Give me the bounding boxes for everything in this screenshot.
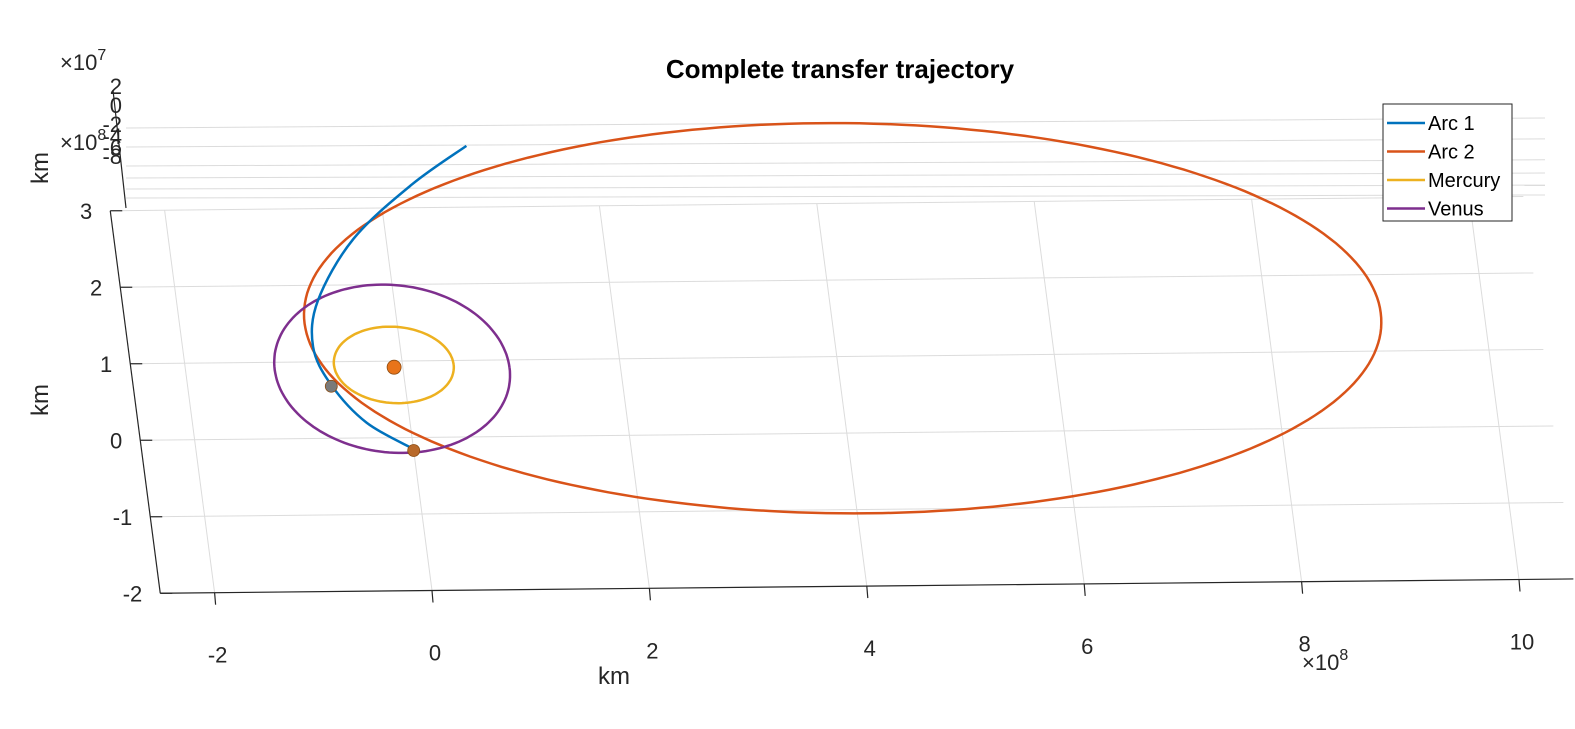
y-axis-line xyxy=(109,210,161,594)
y-grid-line xyxy=(120,272,1534,288)
y-exponent-label: ×108 xyxy=(60,127,106,155)
x-tick-mark xyxy=(431,590,434,603)
z-tick-label: -2 xyxy=(102,112,122,137)
y-tick-label: 1 xyxy=(100,352,112,377)
x-axis-label: km xyxy=(598,663,630,690)
y-grid-line xyxy=(130,348,1544,365)
arc2-line xyxy=(302,121,1383,515)
legend-label: Venus xyxy=(1428,199,1484,221)
x-tick-label: -2 xyxy=(208,643,228,668)
legend-label: Arc 1 xyxy=(1428,113,1475,135)
y-tick-label: 3 xyxy=(80,199,92,224)
x-tick-label: 0 xyxy=(429,641,441,666)
x-tick-mark xyxy=(1083,583,1086,596)
z-exponent-label: ×107 xyxy=(60,47,106,75)
x-tick-label: 4 xyxy=(864,636,876,661)
chart-title: Complete transfer trajectory xyxy=(666,54,1015,84)
x-grid-line xyxy=(598,205,650,589)
y-grid-line xyxy=(110,195,1524,212)
mercury-marker-marker xyxy=(324,379,338,393)
venus-marker-marker xyxy=(407,444,421,457)
z-tick-label: 2 xyxy=(110,74,122,99)
y-axis-label: km xyxy=(27,384,54,416)
z-tick-label: -4 xyxy=(102,124,122,149)
x-tick-label: 8 xyxy=(1298,632,1310,657)
y-grid-line xyxy=(140,425,1554,441)
z-grid-line xyxy=(125,184,1546,190)
legend-label: Mercury xyxy=(1428,170,1500,192)
y-grid-line xyxy=(150,501,1564,518)
z-axis-line xyxy=(112,89,127,209)
mercury-orbit-line xyxy=(332,325,456,405)
x-exponent-label: ×108 xyxy=(1302,647,1348,675)
grid xyxy=(110,117,1574,594)
y-tick-label: 0 xyxy=(110,428,122,453)
plot-series xyxy=(272,121,1383,515)
z-grid-line xyxy=(125,159,1546,167)
x-grid-line xyxy=(1468,196,1520,580)
z-tick-label: -6 xyxy=(102,135,122,160)
legend: Arc 1 Arc 2 Mercury Venus xyxy=(1382,103,1513,222)
z-grid-line xyxy=(125,138,1546,148)
sun-marker xyxy=(386,359,402,375)
z-tick-label: -8 xyxy=(102,144,122,169)
y-tick-label: 2 xyxy=(90,275,102,300)
x-tick-label: 2 xyxy=(646,638,658,663)
z-grid-line xyxy=(125,194,1546,199)
y-tick-label: -2 xyxy=(123,581,143,606)
x-tick-mark xyxy=(214,592,217,605)
x-tick-mark xyxy=(866,586,869,599)
legend-label: Arc 2 xyxy=(1428,142,1475,164)
z-tick-label: 0 xyxy=(110,93,122,118)
x-grid-line xyxy=(1033,201,1085,584)
arc1-line xyxy=(310,144,468,451)
y-tick-label: -1 xyxy=(113,505,133,530)
x-grid-line xyxy=(816,203,868,587)
x-tick-mark xyxy=(1301,581,1304,594)
x-grid-line xyxy=(381,207,433,591)
x-tick-mark xyxy=(1518,579,1521,592)
x-grid-line xyxy=(164,210,216,593)
x-grid-line xyxy=(1251,199,1303,582)
z-grid-line xyxy=(125,172,1546,179)
z-axis-label: km xyxy=(27,152,54,184)
venus-orbit-line xyxy=(272,283,512,455)
x-tick-mark xyxy=(648,588,651,601)
x-tick-label: 10 xyxy=(1510,630,1534,655)
x-tick-label: 6 xyxy=(1081,634,1093,659)
